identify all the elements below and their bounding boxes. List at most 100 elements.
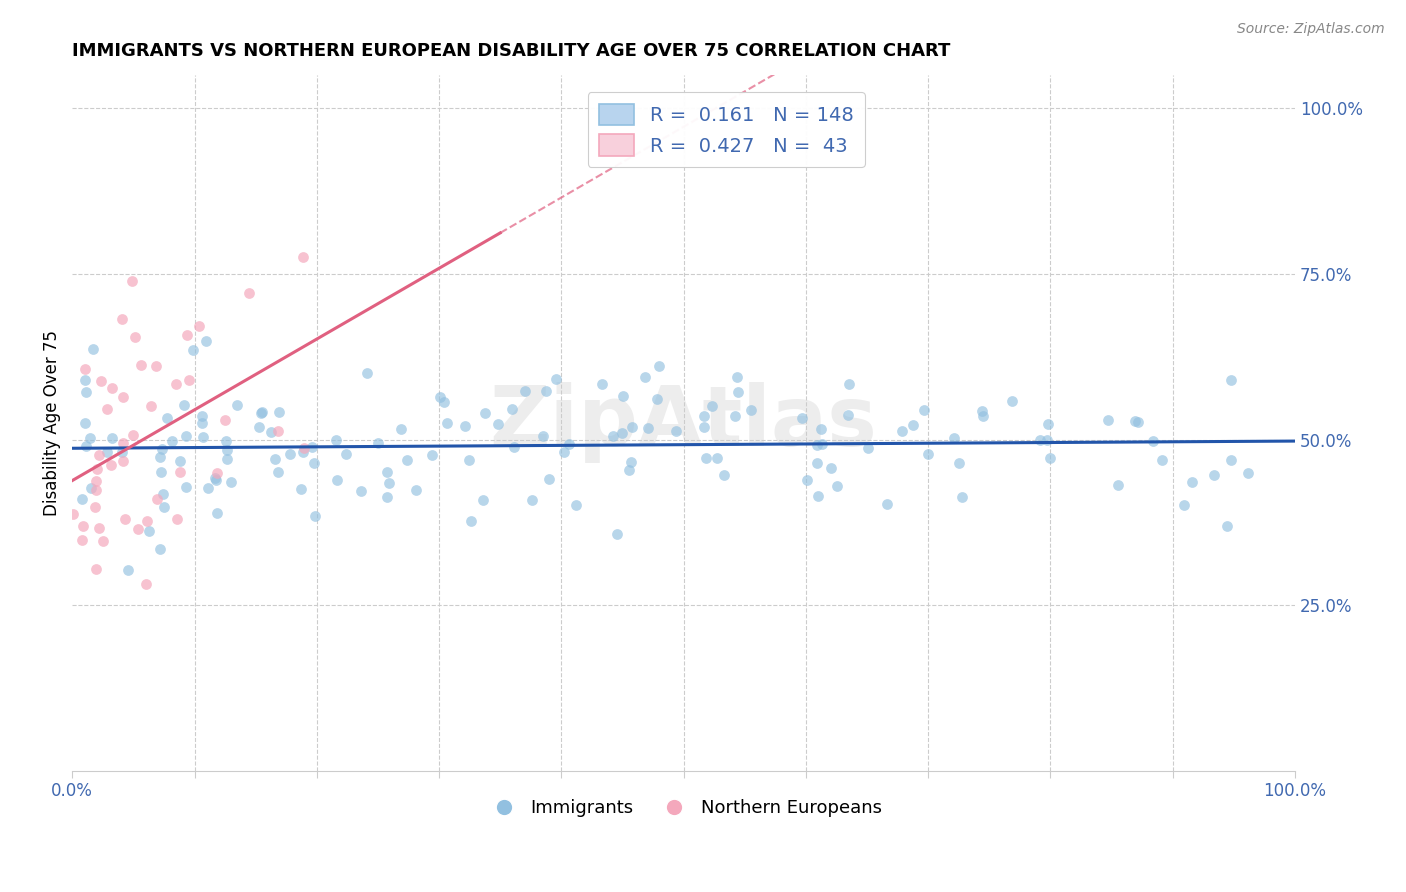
- Point: [943, 431, 966, 445]
- Point: [706, 451, 728, 466]
- Point: [702, 399, 724, 413]
- Point: [122, 428, 145, 442]
- Point: [111, 453, 134, 467]
- Point: [1142, 434, 1164, 449]
- Point: [725, 370, 748, 384]
- Point: [350, 483, 373, 498]
- Point: [405, 483, 427, 498]
- Point: [72, 519, 94, 533]
- Point: [1097, 413, 1119, 427]
- Point: [292, 441, 315, 455]
- Point: [620, 420, 643, 434]
- Point: [901, 417, 924, 432]
- Point: [912, 403, 935, 417]
- Point: [114, 512, 136, 526]
- Point: [86, 462, 108, 476]
- Point: [807, 489, 830, 503]
- Point: [796, 474, 818, 488]
- Point: [149, 450, 172, 465]
- Point: [606, 526, 628, 541]
- Point: [1237, 467, 1260, 481]
- Point: [501, 401, 523, 416]
- Point: [152, 487, 174, 501]
- Point: [174, 429, 197, 443]
- Point: [693, 420, 716, 434]
- Point: [433, 395, 456, 409]
- Point: [453, 419, 475, 434]
- Point: [950, 490, 973, 504]
- Point: [522, 492, 544, 507]
- Point: [188, 318, 211, 333]
- Point: [513, 384, 536, 398]
- Point: [429, 390, 451, 404]
- Point: [713, 467, 735, 482]
- Point: [1038, 417, 1060, 432]
- Legend: Immigrants, Northern Europeans: Immigrants, Northern Europeans: [478, 792, 889, 824]
- Point: [304, 508, 326, 523]
- Point: [970, 404, 993, 418]
- Point: [111, 435, 134, 450]
- Point: [138, 524, 160, 539]
- Point: [806, 456, 828, 470]
- Point: [162, 434, 184, 449]
- Point: [367, 436, 389, 450]
- Point: [648, 359, 671, 373]
- Point: [502, 440, 524, 454]
- Point: [458, 452, 481, 467]
- Point: [96, 445, 118, 459]
- Point: [250, 406, 273, 420]
- Point: [972, 409, 994, 423]
- Point: [917, 447, 939, 461]
- Point: [153, 500, 176, 514]
- Point: [111, 445, 134, 459]
- Point: [546, 372, 568, 386]
- Point: [205, 506, 228, 520]
- Point: [811, 436, 834, 450]
- Point: [91, 534, 114, 549]
- Point: [724, 409, 747, 423]
- Point: [121, 274, 143, 288]
- Point: [215, 442, 238, 457]
- Point: [127, 522, 149, 536]
- Point: [602, 428, 624, 442]
- Point: [1220, 373, 1243, 387]
- Point: [156, 410, 179, 425]
- Point: [267, 405, 290, 419]
- Point: [70, 491, 93, 506]
- Point: [1001, 393, 1024, 408]
- Point: [1173, 498, 1195, 512]
- Point: [177, 373, 200, 387]
- Point: [205, 473, 228, 487]
- Point: [1036, 433, 1059, 447]
- Point: [62, 507, 84, 521]
- Point: [145, 359, 167, 374]
- Point: [278, 447, 301, 461]
- Point: [378, 476, 401, 491]
- Point: [472, 492, 495, 507]
- Point: [806, 438, 828, 452]
- Point: [75, 417, 97, 431]
- Point: [96, 401, 118, 416]
- Point: [131, 358, 153, 372]
- Point: [695, 451, 717, 466]
- Point: [565, 498, 588, 512]
- Point: [204, 471, 226, 485]
- Point: [84, 474, 107, 488]
- Point: [325, 434, 347, 448]
- Point: [436, 416, 458, 430]
- Point: [665, 424, 688, 438]
- Point: [890, 424, 912, 438]
- Point: [356, 367, 378, 381]
- Point: [592, 377, 614, 392]
- Point: [1202, 468, 1225, 483]
- Point: [1038, 451, 1060, 466]
- Point: [84, 562, 107, 576]
- Point: [692, 409, 714, 423]
- Point: [1107, 478, 1129, 492]
- Point: [176, 480, 198, 494]
- Point: [395, 452, 418, 467]
- Point: [858, 442, 880, 456]
- Point: [82, 342, 104, 356]
- Point: [260, 425, 283, 440]
- Point: [79, 432, 101, 446]
